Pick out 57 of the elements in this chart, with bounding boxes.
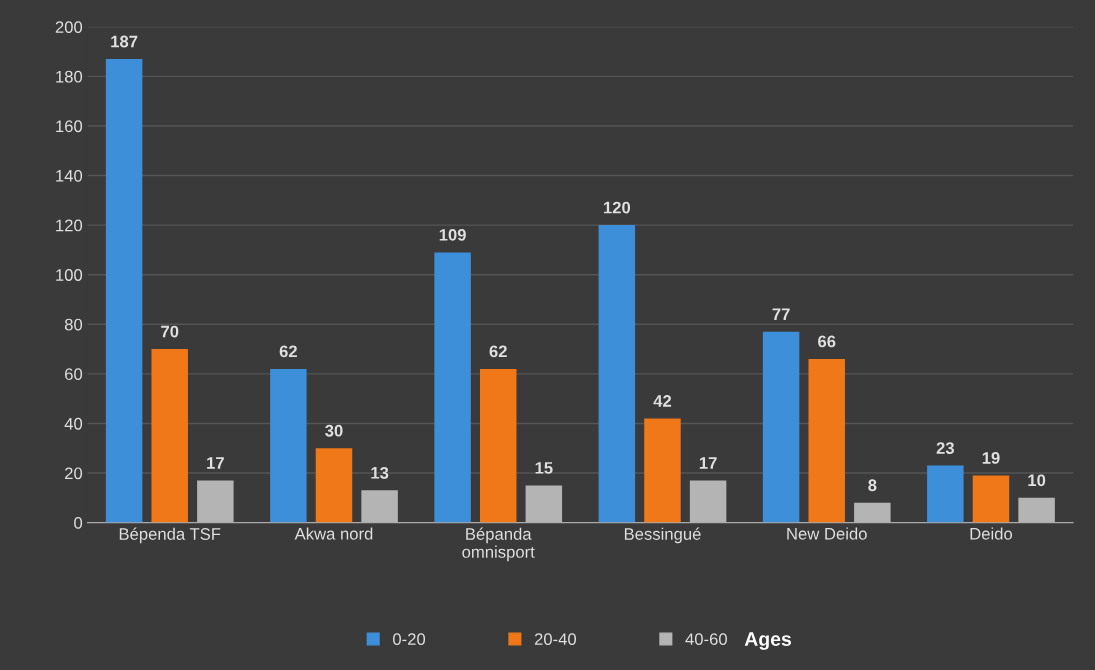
bar xyxy=(315,448,353,523)
x-tick-label: Akwa nord xyxy=(294,527,373,540)
data-label: 17 xyxy=(699,457,717,469)
data-label: 15 xyxy=(535,462,553,474)
legend-title: Ages xyxy=(744,632,791,650)
bar xyxy=(434,252,471,523)
data-label: 62 xyxy=(489,345,507,358)
legend-label: 20-40 xyxy=(534,633,577,646)
bar xyxy=(361,490,398,523)
y-tick-label: 0 xyxy=(74,517,83,529)
y-tick-label: 180 xyxy=(56,70,83,83)
y-tick-label: 40 xyxy=(64,417,83,430)
y-tick-label: 60 xyxy=(65,368,83,381)
data-label: 10 xyxy=(1028,474,1046,487)
bar xyxy=(854,502,891,523)
data-label: 19 xyxy=(982,452,1000,464)
data-label: 42 xyxy=(653,395,672,407)
data-label: 8 xyxy=(868,479,877,492)
data-label: 17 xyxy=(207,457,224,469)
data-label: 30 xyxy=(325,424,343,437)
bar xyxy=(972,475,1010,523)
bar xyxy=(479,368,517,523)
bar xyxy=(598,225,636,523)
bar xyxy=(105,59,143,523)
bar xyxy=(197,480,234,523)
x-tick-label: Deido xyxy=(970,527,1013,540)
bar xyxy=(270,368,307,523)
bar xyxy=(525,485,563,523)
data-label: 187 xyxy=(111,35,138,48)
data-label: 77 xyxy=(772,308,790,320)
data-label: 70 xyxy=(161,325,179,338)
y-tick-label: 140 xyxy=(56,169,83,182)
y-tick-label: 200 xyxy=(55,21,83,33)
y-tick-label: 100 xyxy=(56,269,83,281)
legend-label: 0-20 xyxy=(393,633,426,646)
data-label: 120 xyxy=(604,201,631,214)
bar xyxy=(927,465,964,523)
data-label: 23 xyxy=(936,442,955,454)
x-tick-label: Bépanda omnisport xyxy=(462,527,535,562)
data-label: 13 xyxy=(371,466,389,479)
bar xyxy=(762,331,800,523)
y-tick-label: 160 xyxy=(56,120,83,133)
bar xyxy=(1018,497,1055,523)
y-tick-label: 120 xyxy=(56,219,83,232)
x-tick-label: Bépenda TSF xyxy=(119,527,221,544)
y-tick-label: 80 xyxy=(64,318,83,331)
data-label: 66 xyxy=(818,335,836,348)
x-tick-label: New Deido xyxy=(787,527,867,540)
bar xyxy=(689,480,727,523)
bar xyxy=(808,358,845,523)
data-label: 62 xyxy=(279,345,297,358)
bar xyxy=(644,418,681,523)
bar xyxy=(151,349,188,523)
x-tick-label: Bessingué xyxy=(624,527,701,544)
legend-label: 40-60 xyxy=(685,633,727,646)
y-tick-label: 20 xyxy=(65,467,83,480)
data-label: 109 xyxy=(439,228,466,241)
